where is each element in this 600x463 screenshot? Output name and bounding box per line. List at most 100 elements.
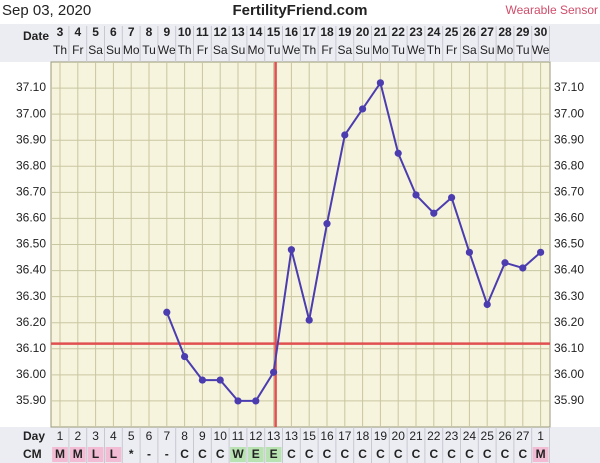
date-row-label: Date: [23, 29, 49, 43]
date-label: 4: [74, 25, 81, 39]
date-label: 22: [392, 25, 406, 39]
weekday-label: Sa: [88, 43, 103, 57]
temp-point: [181, 353, 189, 361]
cycle-day-label: 1: [537, 429, 544, 443]
cycle-day-label: 21: [409, 429, 423, 443]
cm-label: M: [73, 447, 83, 461]
cycle-day-label: 26: [498, 429, 512, 443]
temp-point: [234, 397, 242, 405]
date-label: 19: [338, 25, 352, 39]
temp-point: [394, 149, 402, 157]
weekday-label: Th: [302, 43, 316, 57]
cm-label: M: [536, 447, 546, 461]
weekday-label: Th: [53, 43, 67, 57]
temp-point: [341, 131, 349, 139]
date-label: 6: [110, 25, 117, 39]
y-tick-label: 37.10: [16, 80, 46, 94]
date-label: 15: [267, 25, 281, 39]
cm-label: -: [165, 447, 169, 461]
y-tick-label: 36.00: [16, 367, 46, 381]
cm-label: M: [55, 447, 65, 461]
weekday-label: Sa: [462, 43, 477, 57]
cm-label: C: [305, 447, 314, 461]
date-label: 14: [249, 25, 263, 39]
cm-label: C: [412, 447, 421, 461]
cycle-day-label: 5: [128, 429, 135, 443]
cm-label: C: [394, 447, 403, 461]
temp-point: [323, 220, 331, 228]
y-tick-label-right: 35.90: [554, 393, 584, 407]
weekday-label: We: [407, 43, 425, 57]
weekday-label: We: [158, 43, 176, 57]
cm-cell: [247, 447, 264, 462]
date-label: 12: [214, 25, 228, 39]
y-tick-label: 36.70: [16, 185, 46, 199]
y-tick-label-right: 36.50: [554, 237, 584, 251]
weekday-label: Tu: [391, 43, 405, 57]
cycle-day-label: 16: [320, 429, 334, 443]
date-label: 8: [146, 25, 153, 39]
weekday-label: Su: [480, 43, 495, 57]
cycle-day-label: 17: [338, 429, 352, 443]
cm-label: L: [92, 447, 99, 461]
cycle-day-label: 23: [445, 429, 459, 443]
temp-point: [359, 105, 367, 113]
y-tick-label-right: 36.60: [554, 211, 584, 225]
cycle-day-label: 19: [374, 429, 388, 443]
y-tick-label: 36.30: [16, 289, 46, 303]
weekday-label: Sa: [213, 43, 228, 57]
temp-point: [270, 368, 278, 376]
y-tick-label-right: 37.00: [554, 106, 584, 120]
cm-label: L: [110, 447, 117, 461]
cm-label: *: [129, 447, 134, 461]
cycle-day-label: 24: [463, 429, 477, 443]
cm-label: C: [216, 447, 225, 461]
cm-cell: [532, 447, 549, 462]
cm-label: -: [147, 447, 151, 461]
date-label: 11: [196, 25, 209, 39]
y-tick-label-right: 36.70: [554, 185, 584, 199]
y-tick-label: 36.20: [16, 315, 46, 329]
cm-label: C: [180, 447, 189, 461]
cycle-day-label: 8: [181, 429, 188, 443]
weekday-label: We: [532, 43, 550, 57]
cycle-day-label: 27: [516, 429, 530, 443]
y-tick-label-right: 36.20: [554, 315, 584, 329]
temp-point: [537, 248, 545, 256]
temp-point: [430, 209, 438, 217]
y-tick-label: 37.00: [16, 106, 46, 120]
weekday-label: Fr: [72, 43, 83, 57]
date-label: 25: [445, 25, 459, 39]
date-label: 18: [320, 25, 334, 39]
cycle-day-label: 9: [199, 429, 206, 443]
weekday-label: Sa: [337, 43, 352, 57]
weekday-label: We: [283, 43, 301, 57]
y-tick-label-right: 36.80: [554, 158, 584, 172]
date-label: 27: [481, 25, 495, 39]
cycle-day-label: 3: [92, 429, 99, 443]
weekday-label: Mo: [247, 43, 264, 57]
y-tick-label: 36.80: [16, 158, 46, 172]
temp-point: [198, 376, 206, 384]
weekday-label: Su: [106, 43, 121, 57]
temp-point: [216, 376, 224, 384]
y-tick-label: 36.10: [16, 341, 46, 355]
cm-label: C: [323, 447, 332, 461]
cycle-day-label: 13: [285, 429, 299, 443]
cm-label: E: [270, 447, 278, 461]
cycle-day-label: 18: [356, 429, 370, 443]
weekday-label: Mo: [123, 43, 140, 57]
cm-cell: [52, 447, 68, 462]
date-label: 28: [498, 25, 512, 39]
temp-point: [305, 316, 313, 324]
cm-label: C: [501, 447, 510, 461]
y-tick-label: 36.50: [16, 237, 46, 251]
temp-point: [287, 246, 295, 254]
cycle-day-label: 12: [249, 429, 263, 443]
chart-date: Sep 03, 2020: [2, 2, 91, 19]
cm-label: C: [198, 447, 207, 461]
cycle-day-label: 25: [481, 429, 495, 443]
cycle-day-label: 6: [146, 429, 153, 443]
cycle-day-label: 15: [303, 429, 317, 443]
